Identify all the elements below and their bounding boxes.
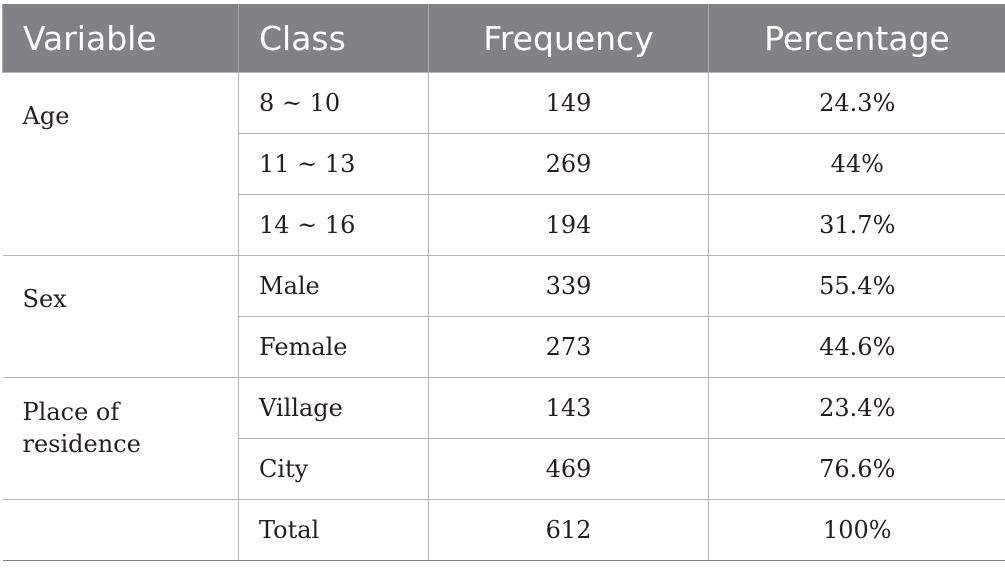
table-row: Place of residence Village 143 23.4% xyxy=(2,377,1005,500)
table-row: Female 273 44.6% xyxy=(3,316,1005,378)
frequency-cell: 469 xyxy=(428,438,709,500)
percentage-cell: 44.6% xyxy=(708,316,1005,378)
header-row: Variable Class Frequency Percentage xyxy=(2,4,1005,73)
frequency-cell: 143 xyxy=(428,377,709,439)
class-cell: Village xyxy=(238,377,429,439)
class-cell: Female xyxy=(238,316,429,378)
frequency-cell: 194 xyxy=(428,194,709,256)
percentage-cell-total: 100% xyxy=(708,499,1005,561)
header-frequency: Frequency xyxy=(428,4,709,73)
table-row: Sex Male 339 55.4% xyxy=(2,255,1005,378)
variable-cell-place-of-residence: Place of residence xyxy=(2,377,239,500)
table-row: City 469 76.6% xyxy=(3,438,1005,500)
table-row: 11 ~ 13 269 44% xyxy=(3,133,1005,195)
class-cell: 8 ~ 10 xyxy=(238,72,429,134)
frequency-cell: 269 xyxy=(428,133,709,195)
table-row-total: Total 612 100% xyxy=(2,499,1005,561)
class-cell: 14 ~ 16 xyxy=(238,194,429,256)
table-row: 14 ~ 16 194 31.7% xyxy=(3,194,1005,256)
frequency-cell: 149 xyxy=(428,72,709,134)
frequency-cell-total: 612 xyxy=(428,499,709,561)
percentage-cell: 24.3% xyxy=(708,72,1005,134)
header-class: Class xyxy=(238,4,429,73)
percentage-cell: 23.4% xyxy=(708,377,1005,439)
frequency-cell: 273 xyxy=(428,316,709,378)
class-cell: City xyxy=(238,438,429,500)
variable-cell-age: Age xyxy=(2,72,239,256)
variable-line-2: residence xyxy=(22,430,141,458)
class-cell: 11 ~ 13 xyxy=(238,133,429,195)
header-percentage: Percentage xyxy=(708,4,1005,73)
variable-cell-empty xyxy=(2,499,239,561)
header-variable: Variable xyxy=(2,4,239,73)
frequency-cell: 339 xyxy=(428,255,709,317)
variable-line-1: Place of xyxy=(22,398,120,426)
percentage-cell: 76.6% xyxy=(708,438,1005,500)
variable-cell-sex: Sex xyxy=(2,255,239,378)
percentage-cell: 55.4% xyxy=(708,255,1005,317)
demographics-table: Variable Class Frequency Percentage Age … xyxy=(2,4,1005,561)
percentage-cell: 44% xyxy=(708,133,1005,195)
class-cell: Male xyxy=(238,255,429,317)
class-cell-total: Total xyxy=(238,499,429,561)
table-row: Age 8 ~ 10 149 24.3% xyxy=(2,72,1005,256)
percentage-cell: 31.7% xyxy=(708,194,1005,256)
